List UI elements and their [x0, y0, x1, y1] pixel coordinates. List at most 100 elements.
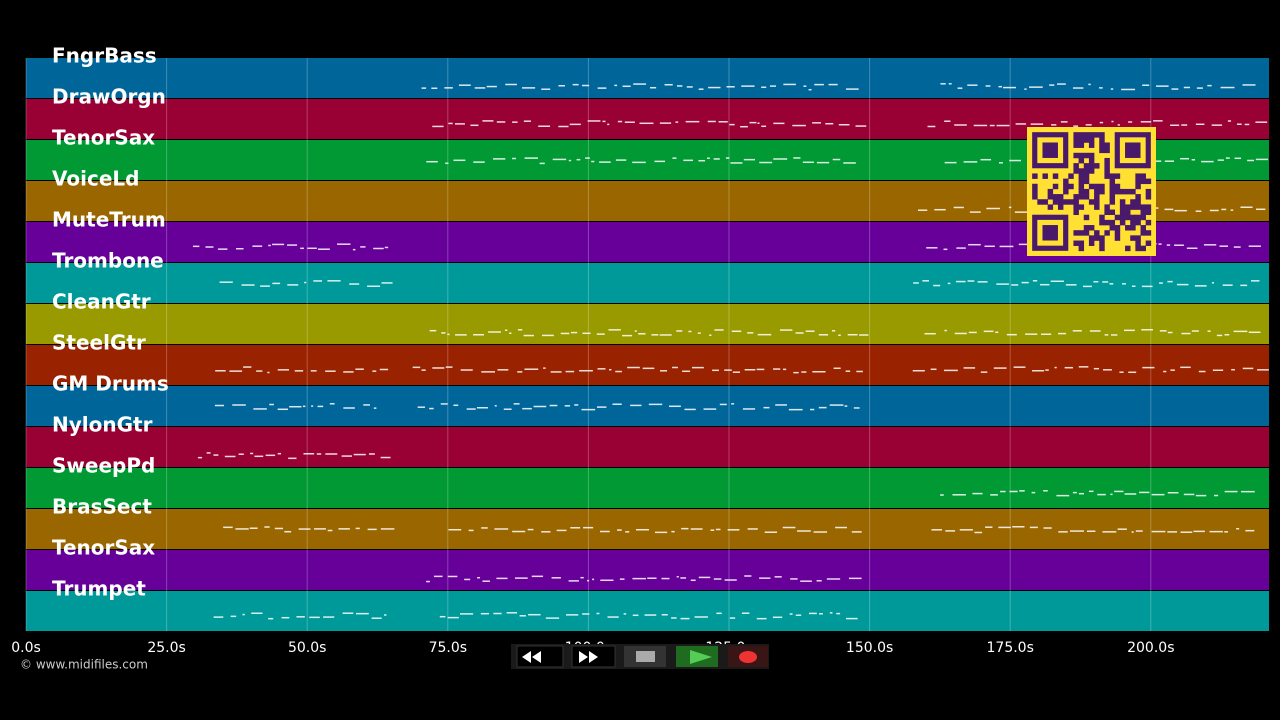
note: [681, 527, 689, 530]
note: [274, 527, 284, 530]
note: [664, 83, 673, 86]
qr-module: [1088, 157, 1095, 164]
note: [956, 247, 966, 249]
qr-module: [1130, 219, 1136, 226]
record-button[interactable]: [728, 646, 768, 667]
note: [229, 370, 243, 372]
note: [672, 157, 677, 159]
note: [953, 206, 964, 209]
note: [1207, 330, 1211, 332]
note: [267, 371, 270, 374]
qr-module: [1135, 235, 1141, 241]
note: [1224, 334, 1230, 336]
qr-module: [1094, 204, 1100, 210]
qr-module: [1099, 183, 1105, 190]
track-label: VoiceLd: [52, 167, 139, 191]
note: [680, 617, 690, 620]
qr-module: [1135, 173, 1141, 179]
note: [1111, 120, 1114, 123]
note: [213, 616, 224, 618]
note: [260, 285, 270, 287]
note: [917, 209, 928, 211]
note: [968, 243, 981, 246]
note: [622, 85, 631, 88]
note: [1102, 281, 1109, 283]
stop-button[interactable]: [624, 646, 666, 667]
note: [730, 162, 743, 164]
note: [703, 408, 717, 410]
qr-module: [1094, 188, 1100, 195]
qr-module: [1037, 199, 1043, 205]
transport-controls: [511, 644, 769, 669]
qr-module: [1073, 137, 1079, 143]
note: [1088, 490, 1094, 493]
note: [579, 369, 593, 372]
note: [671, 617, 677, 619]
note: [272, 243, 285, 246]
note: [1009, 159, 1021, 162]
qr-module: [1083, 194, 1090, 200]
note: [1244, 123, 1250, 126]
note: [566, 614, 579, 616]
note: [504, 329, 508, 331]
note: [1073, 125, 1079, 127]
track-label: SweepPd: [52, 454, 155, 478]
note: [729, 123, 735, 126]
note: [828, 83, 838, 86]
note: [302, 405, 306, 408]
note: [215, 370, 226, 372]
qr-module: [1088, 225, 1095, 231]
note: [1231, 368, 1235, 371]
note: [523, 120, 532, 122]
note: [219, 281, 233, 283]
note: [623, 613, 627, 615]
qr-module: [1094, 235, 1100, 241]
track-labels: FngrBass DrawOrgn TenorSax VoiceLd MuteTrum T…: [52, 44, 169, 601]
qr-module: [1104, 163, 1110, 169]
qr-module: [1125, 188, 1131, 195]
note: [355, 368, 364, 370]
note: [1085, 124, 1092, 126]
note: [1015, 123, 1027, 125]
note: [380, 456, 391, 459]
note: [572, 83, 579, 86]
track-label: CleanGtr: [52, 290, 151, 314]
note: [303, 453, 315, 455]
qr-module: [1104, 219, 1110, 226]
note: [985, 526, 993, 528]
qr-module: [1078, 240, 1085, 246]
note: [690, 528, 703, 530]
qr-module: [1145, 178, 1152, 185]
rewind-button[interactable]: [516, 645, 564, 668]
fast-forward-button[interactable]: [571, 645, 616, 668]
qr-module: [1073, 204, 1079, 210]
qr-module: [1130, 225, 1136, 231]
qr-module: [1032, 194, 1038, 200]
qr-module: [1073, 168, 1079, 174]
note: [790, 578, 798, 580]
note: [996, 124, 1010, 127]
note: [1142, 366, 1155, 369]
qr-module: [1078, 137, 1085, 143]
note: [1135, 530, 1143, 532]
note: [1024, 88, 1027, 90]
play-button[interactable]: [676, 646, 718, 667]
note: [268, 617, 274, 620]
qr-module: [1099, 147, 1105, 154]
note: [802, 161, 814, 164]
note: [597, 87, 607, 89]
note: [654, 531, 668, 534]
note: [527, 528, 534, 531]
note: [814, 83, 824, 86]
note: [1257, 369, 1269, 371]
note: [1009, 490, 1018, 493]
note: [1224, 490, 1238, 493]
note: [1236, 123, 1242, 125]
note: [622, 334, 633, 337]
note: [1251, 280, 1260, 282]
note: [698, 88, 704, 90]
note: [311, 405, 314, 407]
qr-module: [1125, 245, 1131, 252]
note: [384, 614, 387, 616]
note: [615, 159, 627, 161]
